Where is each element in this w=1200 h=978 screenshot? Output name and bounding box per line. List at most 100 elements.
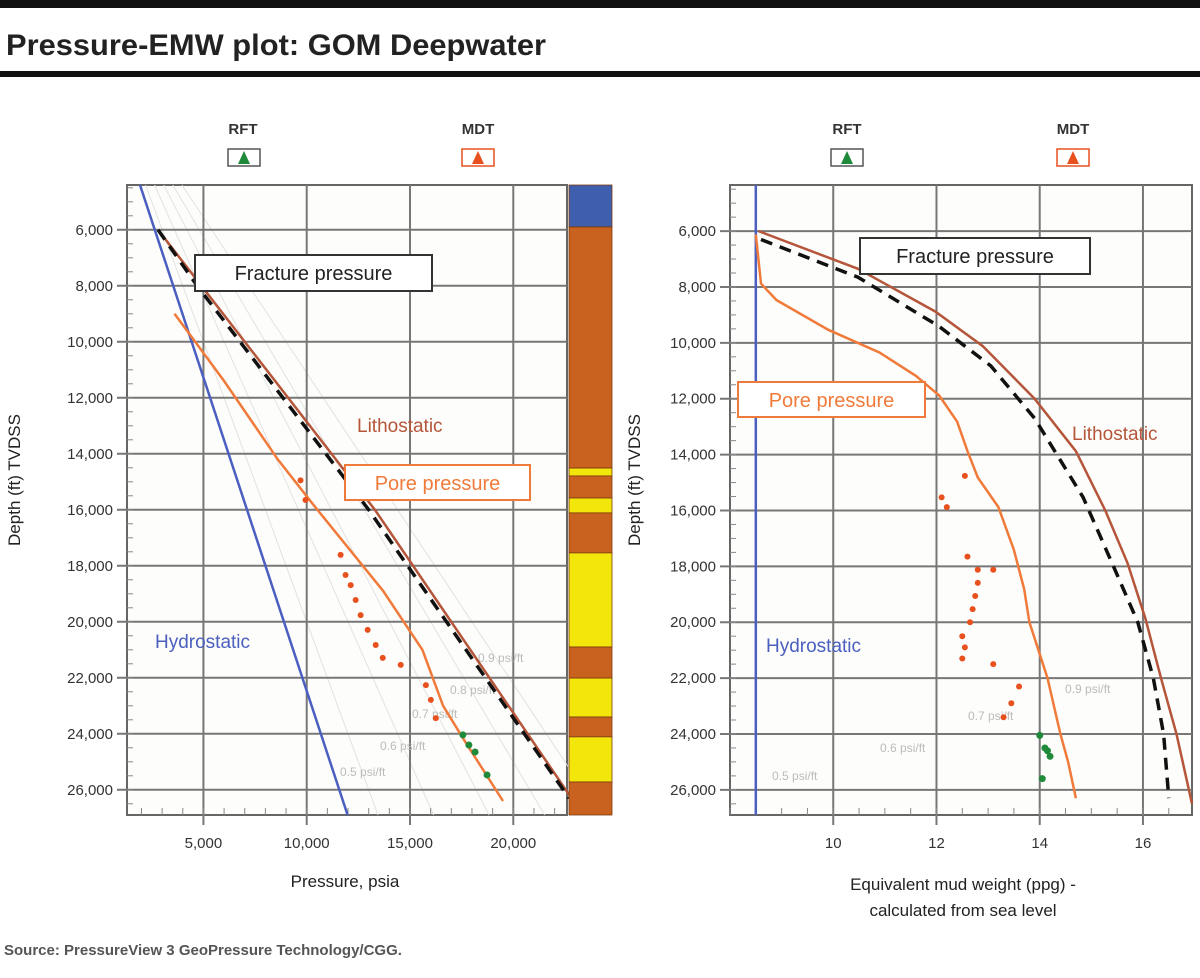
y-tick-label: 6,000 (75, 222, 113, 239)
rft-data-point (471, 748, 479, 756)
lithology-band-sand (568, 497, 613, 514)
y-tick-label: 8,000 (678, 279, 716, 296)
y-tick-label: 18,000 (670, 558, 716, 575)
right-x-axis-label-line2: calculated from sea level (869, 901, 1056, 920)
y-tick-label: 22,000 (670, 670, 716, 687)
hydrostatic-label: Hydrostatic (155, 632, 250, 653)
y-tick-label: 18,000 (67, 558, 113, 575)
mdt-data-point (379, 654, 386, 661)
mdt-data-point (959, 633, 966, 640)
lithostatic-line (757, 229, 1194, 805)
left-x-axis-label: Pressure, psia (291, 872, 400, 891)
gradient-label: 0.9 psi/ft (1065, 682, 1111, 696)
mdt-data-point (961, 644, 968, 651)
pore-pressure-line (173, 313, 505, 802)
lithology-band-water (568, 184, 613, 228)
mdt-triangle-icon (472, 151, 484, 164)
fracture-pressure-label-box (859, 237, 1091, 275)
gradient-line (145, 184, 379, 816)
y-tick-label: 24,000 (670, 726, 716, 743)
mdt-data-point (357, 612, 364, 619)
x-tick-label: 16 (1135, 835, 1152, 852)
mdt-data-point (432, 715, 439, 722)
lithostatic-label: Lithostatic (357, 416, 443, 437)
lithology-band-shale (568, 716, 613, 738)
x-tick-label: 10,000 (284, 835, 330, 852)
y-tick-label: 8,000 (75, 278, 113, 295)
rft-data-point (1038, 775, 1046, 783)
mdt-data-point (967, 619, 974, 626)
left-y-axis-label: Depth (ft) TVDSS (5, 414, 24, 546)
mdt-data-point (974, 566, 981, 573)
lithology-band-shale (568, 781, 613, 816)
mdt-data-point (969, 606, 976, 613)
mdt-data-point (990, 566, 997, 573)
mdt-data-point (337, 551, 344, 558)
y-tick-label: 20,000 (67, 614, 113, 631)
rft-data-point (1046, 752, 1054, 760)
y-tick-label: 14,000 (67, 446, 113, 463)
legend-mdt-label: MDT (462, 121, 495, 138)
rft-triangle-icon (238, 151, 250, 164)
legend-mdt-label: MDT (1057, 121, 1090, 138)
y-tick-label: 16,000 (67, 502, 113, 519)
mdt-data-point (297, 477, 304, 484)
lithology-band-shale (568, 475, 613, 499)
figure-title: Pressure-EMW plot: GOM Deepwater (6, 29, 546, 62)
x-tick-label: 12 (928, 835, 945, 852)
mdt-data-point (959, 655, 966, 662)
y-tick-label: 12,000 (67, 390, 113, 407)
fracture-pressure-line (760, 237, 1171, 799)
x-tick-label: 14 (1031, 835, 1048, 852)
mdt-data-point (364, 626, 371, 633)
rft-triangle-icon (841, 151, 853, 164)
lithology-band-sand (568, 467, 613, 477)
mdt-data-point (972, 592, 979, 599)
mdt-data-point (372, 642, 379, 649)
y-tick-label: 6,000 (678, 223, 716, 240)
mdt-data-point (974, 579, 981, 586)
mdt-data-point (352, 596, 359, 603)
pressure-depth-plot: 6,000 8,000 10,000 12,000 14,000 16,000 18,000… (67, 184, 613, 852)
gradient-label: 0.8 psi/ft (450, 683, 496, 697)
y-tick-label: 12,000 (670, 391, 716, 408)
mdt-data-point (422, 682, 429, 689)
rft-data-point (459, 731, 467, 739)
legend-left: RFT MDT (227, 121, 495, 167)
x-tick-label: 20,000 (490, 835, 536, 852)
mdt-data-point (938, 494, 945, 501)
fracture-pressure-line (156, 228, 571, 800)
gradient-label: 0.6 psi/ft (380, 739, 426, 753)
y-tick-label: 14,000 (670, 447, 716, 464)
mdt-data-point (990, 661, 997, 668)
mdt-data-point (1000, 714, 1007, 721)
mdt-data-point (342, 572, 349, 579)
source-note: Source: PressureView 3 GeoPressure Techn… (4, 942, 402, 959)
lithostatic-label: Lithostatic (1072, 424, 1158, 445)
mdt-data-point (427, 696, 434, 703)
y-tick-label: 26,000 (67, 782, 113, 799)
fracture-pressure-label: Fracture pressure (896, 246, 1054, 268)
legend-rft-label: RFT (832, 121, 861, 138)
x-tick-label: 15,000 (387, 835, 433, 852)
pore-pressure-line (754, 234, 1078, 799)
mdt-triangle-icon (1067, 151, 1079, 164)
right-x-axis-label-line1: Equivalent mud weight (ppg) - (850, 875, 1076, 894)
gradient-label: 0.6 psi/ft (880, 741, 926, 755)
rft-data-point (1036, 731, 1044, 739)
rft-data-point (465, 741, 473, 749)
rft-data-point (1043, 747, 1051, 755)
mdt-data-point (961, 472, 968, 479)
pore-pressure-label-box (737, 381, 926, 418)
lithology-band-shale (568, 512, 613, 554)
hydrostatic-line (138, 184, 349, 816)
hydrostatic-label: Hydrostatic (766, 636, 861, 657)
y-tick-label: 16,000 (670, 502, 716, 519)
gradient-label: 0.5 psi/ft (340, 765, 386, 779)
pore-pressure-label: Pore pressure (769, 390, 895, 412)
gradient-label: 0.5 psi/ft (772, 769, 818, 783)
rft-data-point (483, 771, 491, 779)
legend-rft-label: RFT (228, 121, 257, 138)
lithology-band-sand (568, 552, 613, 648)
x-tick-label: 10 (825, 835, 842, 852)
